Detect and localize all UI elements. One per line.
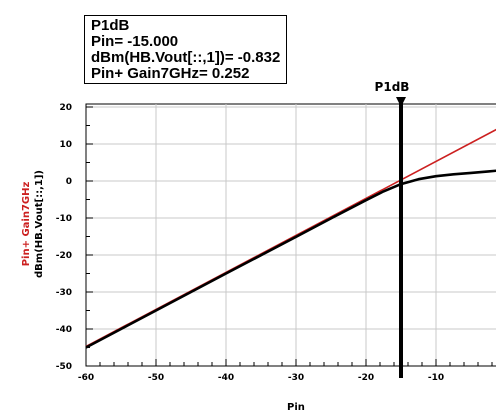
x-tick-label: -30 xyxy=(288,373,304,383)
y-tick-label: -50 xyxy=(56,362,72,372)
p1db-marker[interactable] xyxy=(396,97,406,378)
x-tick-label: -50 xyxy=(148,373,164,383)
y-tick-label: -40 xyxy=(56,325,72,335)
y-axis-title-red: Pin+ Gain7GHz xyxy=(21,182,32,267)
marker-readout-box[interactable]: P1dB Pin= -15.000 dBm(HB.Vout[::,1])= -0… xyxy=(84,15,288,84)
y-tick-label: -10 xyxy=(56,214,72,224)
y-axis-title-black: dBm(HB.Vout[::,1]) xyxy=(34,170,45,278)
x-tick-label: -40 xyxy=(218,373,234,383)
marker-label: P1dB xyxy=(375,80,410,94)
plot-frame xyxy=(85,103,496,367)
series-line-gain xyxy=(85,128,496,348)
marker-readout-gain: Pin+ Gain7GHz= 0.252 xyxy=(91,65,250,82)
grid xyxy=(86,104,496,366)
series-line-vout xyxy=(85,169,496,349)
marker-triangle xyxy=(396,97,406,107)
marker-readout-name: P1dB xyxy=(91,17,130,34)
y-axis-ticks: 20 10 0 -10 -20 -30 -40 -50 xyxy=(56,103,93,372)
y-tick-label: -30 xyxy=(56,288,72,298)
x-tick-label: -10 xyxy=(428,373,444,383)
y-tick-label: 20 xyxy=(59,103,72,113)
y-tick-label: -20 xyxy=(56,251,72,261)
x-tick-label: -60 xyxy=(78,373,94,383)
marker-readout-pin: Pin= -15.000 xyxy=(91,33,179,50)
marker-readout-vout: dBm(HB.Vout[::,1])= -0.832 xyxy=(91,49,281,66)
series-group xyxy=(85,128,496,349)
x-axis-title: Pin xyxy=(287,402,305,413)
x-tick-label: -20 xyxy=(358,373,374,383)
x-axis-ticks: -60-50-40-30-20-100 xyxy=(78,359,493,383)
y-tick-label: 0 xyxy=(66,177,72,187)
y-tick-label: 10 xyxy=(59,140,72,150)
